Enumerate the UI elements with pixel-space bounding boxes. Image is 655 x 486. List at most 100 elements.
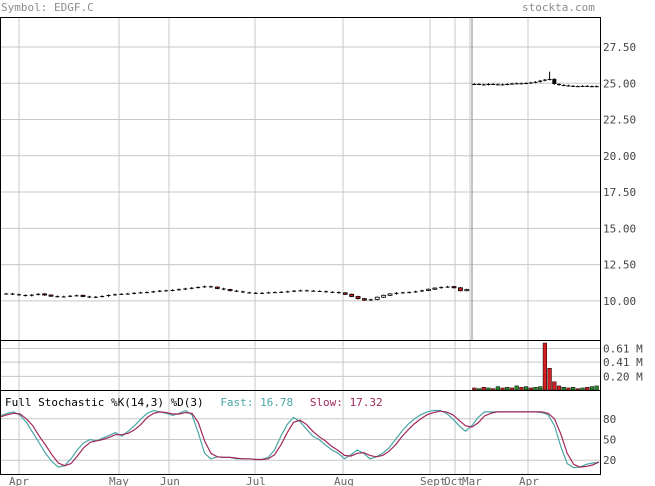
slow-value: 17.32 [349,396,383,409]
candle-body [491,83,496,85]
volume-tick-label: 0.61 M [603,342,643,355]
candle-body [495,84,500,86]
volume-bar [486,387,491,391]
candle-body [138,292,143,294]
candle-body [561,85,566,87]
candle-body [505,83,510,85]
fast-value: 16.78 [260,396,294,409]
slow-label: Slow: [309,396,343,409]
x-tick-label: Mar [462,475,482,486]
fast-label: Fast: [220,396,254,409]
volume-bar [575,388,580,391]
candle-body [472,83,477,85]
stochastic-tick-label: 80 [603,413,616,426]
candle-body [279,291,284,293]
candle-body [580,85,585,87]
price-tick-label: 20.00 [603,150,636,163]
candle-body [426,288,431,291]
x-tick-label: Apr [519,475,539,486]
candle-body [589,86,594,88]
candle-body [285,291,290,293]
price-tick-label: 17.50 [603,186,636,199]
x-tick-label: May [109,475,129,486]
volume-bar [547,367,552,391]
x-tick-label: Aug [334,475,354,486]
candle-body [61,296,66,298]
candle-body [292,290,297,292]
stochastic-lines [0,409,600,469]
candle-body [585,85,590,87]
volume-tick-label: 0.20 M [603,370,643,383]
candle-body [266,292,271,294]
candle-body [552,78,557,84]
candle-body [151,291,156,293]
candle-body [317,290,322,292]
volume-bar [571,387,576,391]
candles [4,71,599,301]
volume-bar [505,387,510,391]
candle-body [394,292,399,294]
candle-body [157,290,162,292]
candle-body [125,293,130,295]
volume-bar [594,385,599,391]
candle-body [464,289,470,292]
candle-body [566,85,571,87]
volume-bar [514,385,519,391]
volume-bar [556,385,562,391]
stochastic-panel-frame [0,390,601,475]
candle-body [355,296,361,300]
candle-body [413,291,418,293]
volume-bar [472,387,477,391]
candle-body [68,295,73,297]
candle-body [36,293,41,295]
candle-body [571,85,576,87]
candle-body [93,296,98,298]
candle-body [311,290,316,292]
candle-body [234,290,239,292]
candle-body [486,83,491,85]
site-link[interactable]: stockta.com [522,1,595,14]
candle-body [500,84,505,86]
candle-body [524,82,529,84]
candle-body [164,290,169,292]
volume-bar [523,386,529,391]
candle-body [368,299,373,301]
candle-body [272,292,277,294]
symbol-label: Symbol: EDGF.C [1,1,94,14]
price-tick-label: 25.00 [603,77,636,90]
volume-bar [533,387,538,391]
candle-body [362,298,367,301]
x-tick-label: Jul [246,475,266,486]
x-tick-label: Jun [160,475,180,486]
candle-body [594,86,599,88]
candle-body [557,83,562,86]
candle-body [432,287,438,290]
stochastic-title: Full Stochastic %K(14,3) %D(3) [5,396,204,409]
stochastic-legend: Full Stochastic %K(14,3) %D(3) Fast: 16.… [5,396,383,409]
candle-body [221,288,226,290]
candle-body [542,79,547,81]
candle-body [439,287,444,289]
volume-tick-label: 0.41 M [603,356,643,369]
candle-body [112,294,117,296]
candle-body [304,290,309,292]
x-tick-label: Apr [9,475,29,486]
candle-body [349,293,355,297]
volume-bar [580,387,585,391]
volume-bar [491,388,496,391]
candle-body [324,291,329,293]
stochastic-tick-label: 50 [603,434,616,447]
candle-body [144,292,149,294]
volume-bars [472,342,599,391]
stochastic-tick-label: 20 [603,454,616,467]
candle-body [458,287,463,292]
volume-bar [500,387,505,391]
candle-body [23,295,28,297]
candle-body [87,296,92,298]
candle-body [509,83,514,85]
candle-body [189,287,194,289]
candle-body [240,291,245,293]
price-tick-label: 15.00 [603,222,636,235]
x-tick-label: Oct [444,475,464,486]
